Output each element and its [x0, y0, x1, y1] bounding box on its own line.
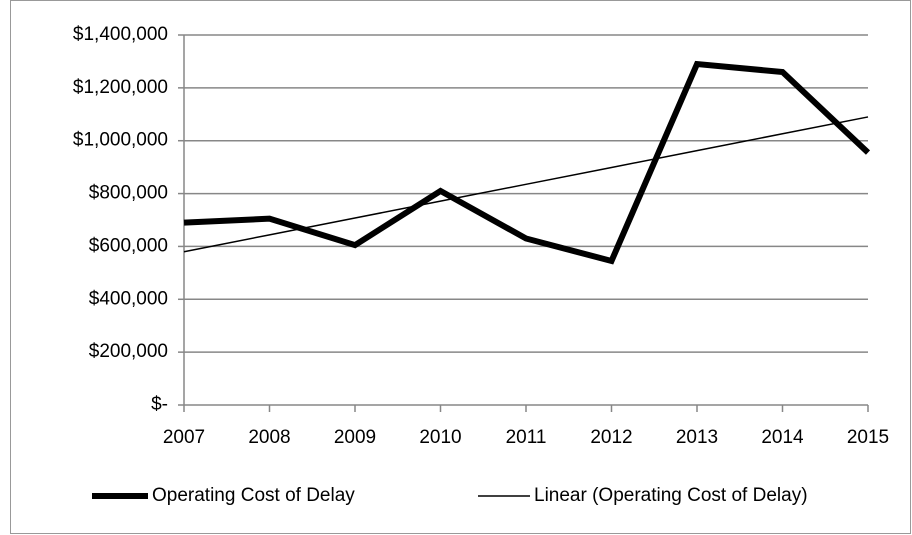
y-tick-label: $-: [151, 394, 168, 415]
x-tick-label: 2009: [334, 427, 376, 448]
x-tick-label: 2011: [506, 427, 547, 448]
x-tick-label: 2007: [163, 427, 205, 448]
x-tick-label: 2010: [419, 427, 461, 448]
legend-label: Linear (Operating Cost of Delay): [534, 485, 808, 506]
y-tick-label: $1,200,000: [73, 77, 168, 98]
series-line: [183, 60, 871, 265]
x-tick-label: 2015: [847, 427, 889, 448]
series-line: [183, 116, 869, 253]
legend-label: Operating Cost of Delay: [152, 485, 355, 506]
x-tick-label: 2012: [590, 427, 632, 448]
chart-frame: [10, 0, 911, 534]
x-tick-label: 2014: [761, 427, 804, 448]
y-tick-label: $1,400,000: [73, 24, 168, 45]
y-tick-label: $600,000: [89, 235, 168, 256]
y-tick-label: $800,000: [89, 183, 168, 204]
x-tick-label: 2013: [676, 427, 718, 448]
y-tick-label: $400,000: [89, 288, 168, 309]
y-tick-label: $200,000: [89, 341, 168, 362]
x-tick-label: 2008: [248, 427, 290, 448]
y-tick-label: $1,000,000: [73, 130, 168, 151]
